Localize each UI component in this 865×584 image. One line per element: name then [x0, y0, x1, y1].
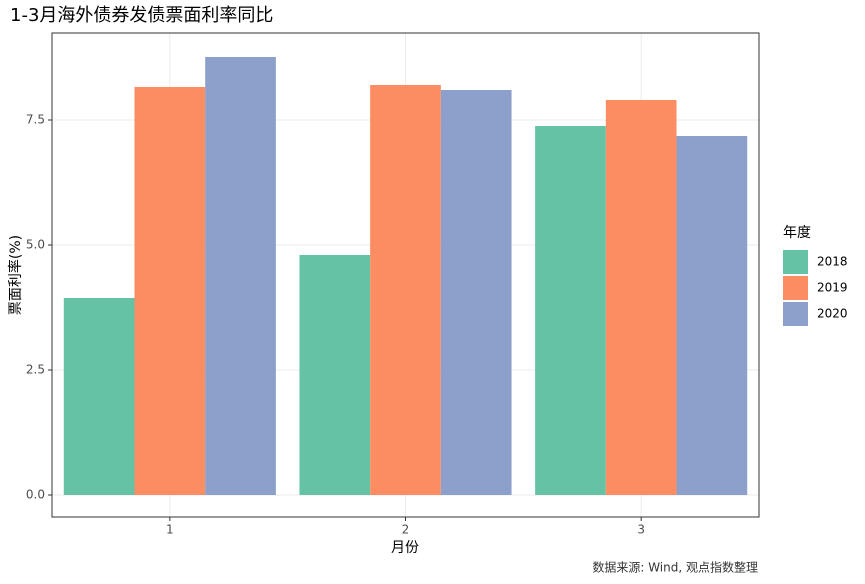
bar — [299, 255, 371, 495]
x-tick-label: 3 — [637, 523, 645, 537]
legend-key — [783, 250, 808, 274]
chart-title: 1-3月海外债券发债票面利率同比 — [10, 5, 273, 26]
panel-border — [51, 32, 760, 518]
legend-key — [783, 276, 808, 300]
bar — [605, 100, 677, 495]
legend-label: 2020 — [817, 307, 848, 321]
bar — [205, 57, 276, 495]
caption: 数据来源: Wind, 观点指数整理 — [592, 560, 758, 575]
y-tick-label: 2.5 — [26, 363, 45, 377]
bar — [676, 136, 748, 495]
legend-label: 2018 — [817, 255, 848, 269]
y-tick-label: 5.0 — [26, 238, 45, 252]
legend-title: 年度 — [783, 225, 811, 241]
bar — [535, 126, 606, 495]
x-axis-title: 月份 — [391, 540, 419, 556]
y-axis-title: 票面利率(%) — [7, 235, 24, 315]
legend-key — [783, 302, 808, 326]
legend-label: 2019 — [817, 281, 848, 295]
x-tick-label: 1 — [166, 523, 174, 537]
bar — [370, 85, 441, 495]
x-tick-label: 2 — [402, 523, 410, 537]
bar — [440, 90, 512, 495]
bar — [134, 87, 206, 495]
y-tick-label: 0.0 — [26, 488, 45, 502]
bar — [63, 298, 135, 495]
y-tick-label: 7.5 — [26, 113, 45, 127]
